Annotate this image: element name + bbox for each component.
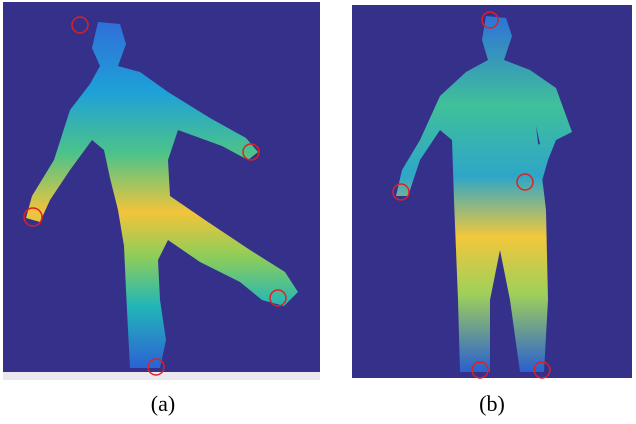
panel-a [3, 2, 320, 380]
panel-caption: (b) [479, 391, 505, 416]
figure: (a) (b) [0, 0, 636, 424]
panel-caption: (a) [151, 391, 175, 416]
panel-b [352, 5, 632, 378]
